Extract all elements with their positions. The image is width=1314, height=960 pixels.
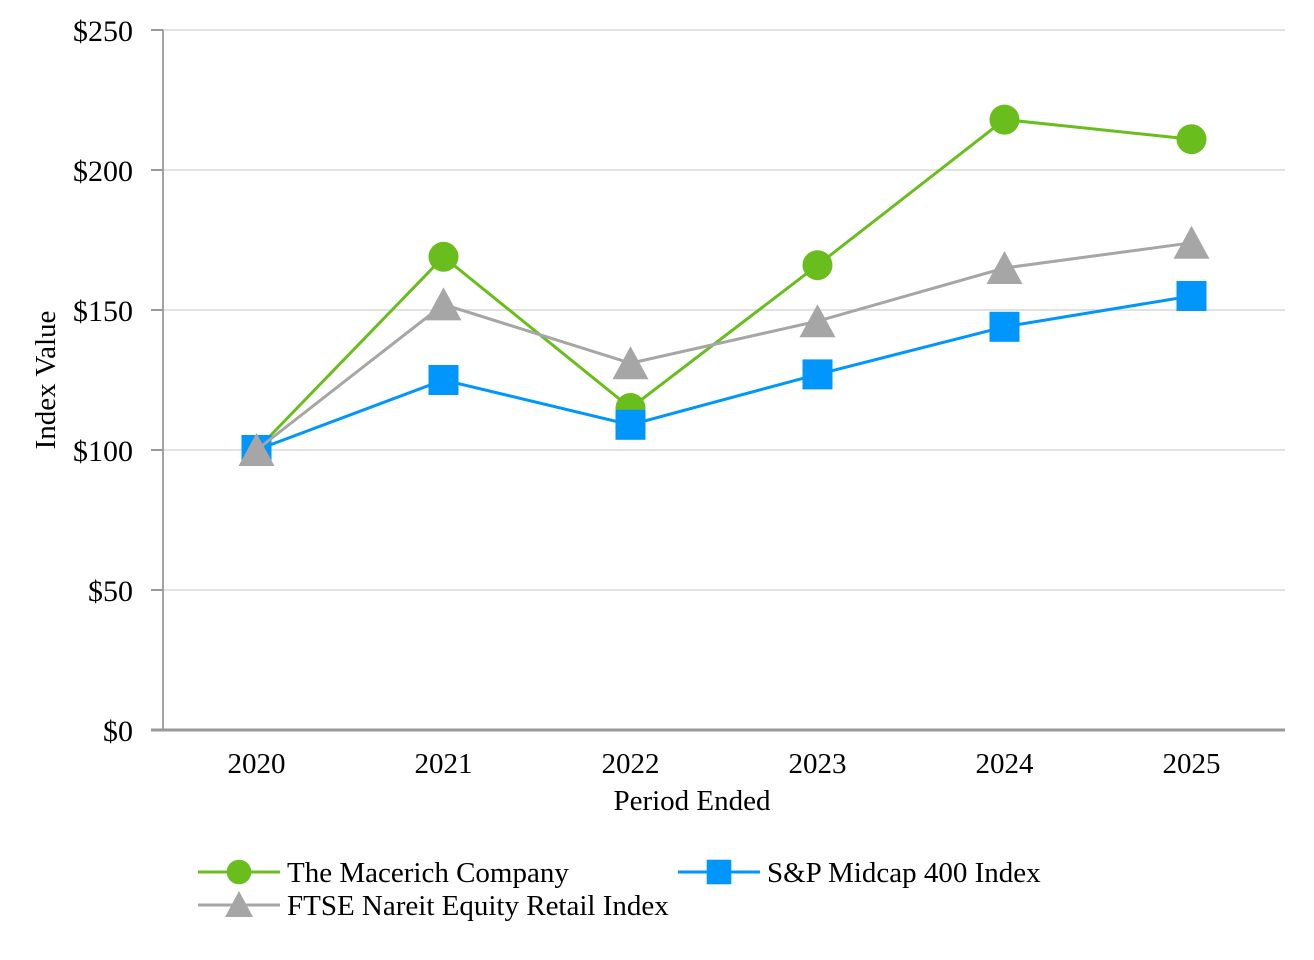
legend-label-ftse-nareit-equity-retail: FTSE Nareit Equity Retail Index — [287, 890, 669, 922]
legend-item-ftse-nareit-equity-retail: FTSE Nareit Equity Retail Index — [198, 890, 669, 922]
x-axis-tick-label: 2020 — [228, 748, 286, 780]
x-axis-tick-label: 2025 — [1163, 748, 1221, 780]
y-axis-tick-label: $150 — [73, 295, 133, 328]
x-axis-tick-label: 2024 — [976, 748, 1035, 780]
y-axis-tick-label: $250 — [73, 15, 133, 48]
y-axis-tick-label: $0 — [103, 715, 133, 748]
legend-marker-sp-midcap-400 — [706, 859, 732, 885]
y-axis-title: Index Value — [30, 311, 62, 450]
y-axis-tick-label: $100 — [73, 435, 133, 468]
series-line-sp-midcap-400 — [255, 294, 1192, 452]
series-marker-sp-midcap-400 — [1176, 281, 1207, 311]
series-marker-sp-midcap-400 — [989, 311, 1020, 342]
series-line-macerich — [255, 118, 1192, 452]
legend-item-sp-midcap-400: S&P Midcap 400 Index — [678, 857, 1041, 889]
y-axis-tick-label: $50 — [88, 575, 133, 608]
series-marker-ftse-nareit-equity-retail — [612, 346, 649, 380]
series-marker-sp-midcap-400 — [428, 365, 459, 395]
series-marker-sp-midcap-400 — [802, 359, 833, 390]
series-marker-sp-midcap-400 — [615, 409, 646, 440]
series-marker-macerich — [989, 104, 1020, 135]
y-axis-tick-label: $200 — [73, 155, 133, 188]
x-axis-tick-label: 2023 — [789, 748, 847, 780]
series-line-ftse-nareit-equity-retail — [255, 241, 1192, 452]
legend-marker-ftse-nareit-equity-retail — [225, 891, 253, 917]
legend-item-macerich: The Macerich Company — [198, 857, 569, 889]
series-marker-macerich — [802, 250, 833, 281]
series-marker-macerich — [428, 241, 459, 272]
series-marker-ftse-nareit-equity-retail — [238, 433, 275, 466]
x-axis-title: Period Ended — [613, 785, 771, 817]
legend-label-macerich: The Macerich Company — [287, 857, 569, 889]
series-marker-macerich — [1176, 124, 1207, 155]
series-marker-ftse-nareit-equity-retail — [799, 304, 836, 338]
x-axis-tick-label: 2021 — [415, 748, 473, 780]
legend-marker-macerich — [226, 859, 252, 885]
series-marker-ftse-nareit-equity-retail — [1173, 225, 1210, 259]
series-marker-ftse-nareit-equity-retail — [986, 251, 1023, 284]
legend-label-sp-midcap-400: S&P Midcap 400 Index — [767, 857, 1041, 889]
x-axis-tick-label: 2022 — [602, 748, 660, 780]
series-marker-ftse-nareit-equity-retail — [425, 287, 462, 321]
